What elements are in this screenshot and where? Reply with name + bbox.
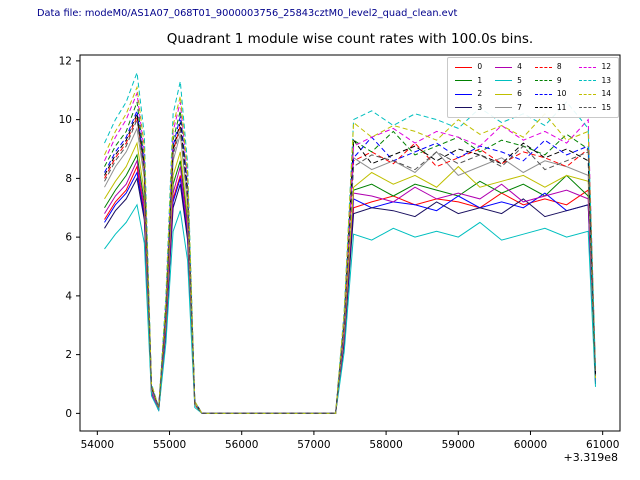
- legend-item-13: 13: [579, 75, 611, 88]
- legend-item-12: 12: [579, 61, 611, 74]
- legend-line-swatch: [495, 66, 513, 68]
- legend-label: 2: [477, 89, 483, 98]
- axes-frame: [79, 54, 621, 432]
- legend-line-swatch: [534, 66, 552, 68]
- legend-item-0: 0: [455, 61, 482, 74]
- legend-label: 12: [601, 62, 611, 71]
- legend-label: 6: [517, 89, 522, 98]
- legend-item-7: 7: [495, 102, 522, 115]
- legend-line-swatch: [495, 93, 513, 95]
- data-file-label: Data file: modeM0/AS1A07_068T01_90000037…: [37, 8, 458, 19]
- svg-text:55000: 55000: [153, 439, 186, 451]
- svg-text:8: 8: [65, 173, 72, 185]
- legend-label: 15: [601, 102, 611, 112]
- legend-line-swatch: [455, 107, 473, 109]
- svg-text:59000: 59000: [442, 439, 475, 451]
- legend-item-3: 3: [455, 102, 482, 115]
- legend-line-swatch: [495, 107, 513, 109]
- svg-text:61000: 61000: [586, 439, 619, 451]
- legend-label: 5: [517, 75, 522, 85]
- legend-item-6: 6: [495, 88, 522, 101]
- legend-label: 10: [556, 89, 567, 98]
- legend-label: 9: [556, 75, 562, 85]
- svg-text:10: 10: [59, 114, 72, 126]
- legend-item-14: 14: [579, 88, 611, 101]
- svg-text:58000: 58000: [369, 439, 402, 451]
- legend-line-swatch: [455, 66, 473, 68]
- legend-item-10: 10: [534, 88, 567, 101]
- legend-label: 13: [601, 75, 611, 85]
- x-axis-offset-label: +3.319e8: [563, 451, 618, 464]
- svg-text:0: 0: [65, 408, 72, 420]
- legend-item-1: 1: [455, 75, 482, 88]
- legend-label: 1: [477, 75, 483, 85]
- legend-line-swatch: [579, 107, 597, 109]
- y-axis-ticks: 0 2 4 6 8 10 12: [59, 55, 80, 420]
- series-lines: [104, 72, 596, 414]
- legend-item-15: 15: [579, 102, 611, 115]
- series-line-15: [104, 117, 596, 414]
- legend-item-11: 11: [534, 102, 567, 115]
- legend-line-swatch: [534, 93, 552, 95]
- svg-text:57000: 57000: [297, 439, 330, 451]
- legend-line-swatch: [455, 93, 473, 95]
- legend-line-swatch: [579, 80, 597, 82]
- x-axis-ticks: 54000 55000 56000 57000 58000 59000 60000 61000: [81, 431, 619, 451]
- series-line-14: [104, 85, 596, 414]
- legend-item-9: 9: [534, 75, 567, 88]
- legend-line-swatch: [579, 93, 597, 95]
- legend-line-swatch: [534, 107, 552, 109]
- svg-text:12: 12: [59, 55, 72, 67]
- legend-label: 4: [517, 62, 522, 71]
- legend-item-4: 4: [495, 61, 522, 74]
- legend-label: 7: [517, 102, 522, 112]
- svg-text:56000: 56000: [225, 439, 258, 451]
- legend-item-8: 8: [534, 61, 567, 74]
- plot-title: Quadrant 1 module wise count rates with …: [166, 31, 534, 47]
- legend-item-2: 2: [455, 88, 482, 101]
- series-line-7: [104, 126, 596, 414]
- legend-label: 0: [477, 62, 483, 71]
- legend: 0 1 2 3 4 5 6 7 8 9 10 11 12 13 14 15: [447, 57, 619, 118]
- svg-text:60000: 60000: [514, 439, 547, 451]
- legend-label: 8: [556, 62, 562, 71]
- legend-label: 3: [477, 102, 483, 112]
- svg-text:4: 4: [65, 290, 72, 302]
- svg-text:54000: 54000: [81, 439, 114, 451]
- svg-text:6: 6: [65, 232, 72, 244]
- legend-line-swatch: [534, 80, 552, 82]
- svg-text:2: 2: [65, 349, 72, 361]
- legend-line-swatch: [455, 80, 473, 82]
- legend-line-swatch: [579, 66, 597, 68]
- legend-line-swatch: [495, 80, 513, 82]
- legend-label: 14: [601, 89, 611, 98]
- legend-item-5: 5: [495, 75, 522, 88]
- legend-label: 11: [556, 102, 567, 112]
